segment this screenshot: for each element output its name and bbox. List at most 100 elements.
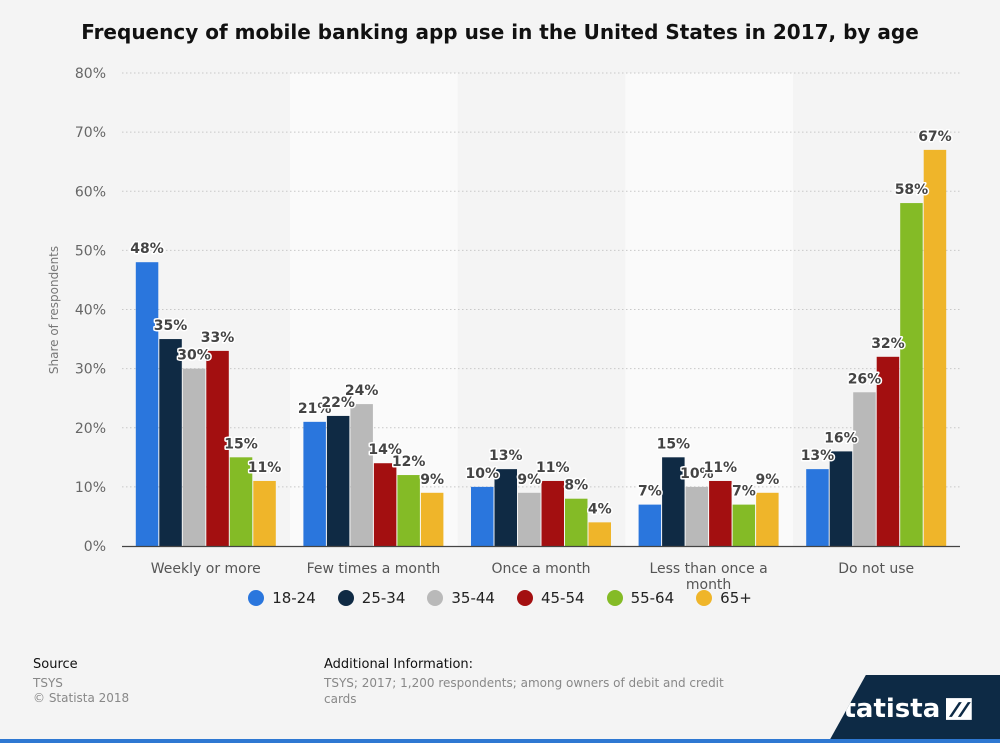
legend-item-65+[interactable]: 65+ [696,589,752,607]
bar-25-34[interactable] [494,469,518,546]
bar-25-34[interactable] [159,339,182,546]
legend-swatch [516,590,533,606]
statista-brand[interactable]: statista [828,675,1000,743]
copyright-text: © Statista 2018 [33,691,130,705]
bar-35-44[interactable] [518,492,541,546]
legend-label: 65+ [720,589,752,607]
data-label: 26% [848,371,882,387]
legend-label: 45-54 [540,589,585,607]
data-label: 10% [680,466,714,482]
data-label: 32% [871,336,905,352]
legend: 18-24 25-34 35-44 45-54 55-64 65+ [0,589,1000,607]
bar-35-44[interactable] [685,486,709,546]
bar-35-44[interactable] [182,368,206,546]
legend-item-45-54[interactable]: 45-54 [516,589,585,607]
data-label: 13% [489,448,523,464]
chart-title: Frequency of mobile banking app use in t… [81,20,919,44]
data-label: 14% [368,442,402,458]
bar-55-64[interactable] [732,504,756,546]
data-label: 24% [345,383,379,399]
bar-18-24[interactable] [135,262,159,546]
data-label: 33% [201,330,235,346]
bar-45-54[interactable] [709,480,732,546]
y-tick-label: 10% [75,480,106,496]
category-band [625,73,793,546]
y-tick-label: 0% [84,539,106,555]
bar-35-44[interactable] [853,392,876,546]
y-tick-label: 60% [75,184,106,200]
legend-label: 25-34 [361,589,406,607]
bar-55-64[interactable] [565,498,588,546]
bar-25-34[interactable] [829,451,853,546]
data-label: 10% [465,466,499,482]
y-tick-label: 20% [75,421,106,437]
legend-swatch [696,590,713,606]
x-category-label: Weekly or more [151,561,261,577]
data-label: 16% [824,430,858,446]
legend-item-55-64[interactable]: 55-64 [606,589,675,607]
data-label: 11% [536,460,570,476]
bar-45-54[interactable] [876,356,900,546]
bar-18-24[interactable] [471,486,494,546]
y-axis-title: Share of respondents [47,246,61,374]
data-label: 30% [177,348,211,364]
bar-25-34[interactable] [326,415,350,546]
bar-65+[interactable] [253,480,276,546]
data-label: 9% [755,472,779,488]
legend-item-25-34[interactable]: 25-34 [337,589,406,607]
legend-label: 55-64 [630,589,675,607]
bottom-accent-bar [0,739,1000,743]
bar-55-64[interactable] [397,475,420,546]
bar-18-24[interactable] [806,469,829,546]
bar-18-24[interactable] [638,504,662,546]
additional-info-text: TSYS; 2017; 1,200 respondents; among own… [324,676,724,706]
bar-35-44[interactable] [350,404,373,546]
data-label: 7% [638,484,662,500]
x-category-label: Less than once a month [649,561,767,593]
data-label: 8% [564,478,588,494]
bar-55-64[interactable] [229,457,253,546]
data-label: 35% [154,318,188,334]
data-label: 11% [248,460,282,476]
data-label: 11% [704,460,738,476]
data-label: 67% [918,129,952,145]
legend-swatch [248,590,265,606]
bar-45-54[interactable] [541,480,565,546]
bar-65+[interactable] [588,522,612,546]
data-label: 13% [801,448,835,464]
legend-swatch [427,590,444,606]
bar-45-54[interactable] [373,463,397,546]
bar-65+[interactable] [923,149,947,547]
data-label: 4% [588,501,612,517]
bar-65+[interactable] [756,492,779,546]
statista-logo-icon [946,698,972,720]
y-tick-label: 40% [75,303,106,319]
data-label: 15% [224,436,258,452]
data-label: 7% [732,484,756,500]
source-heading: Source [33,657,78,672]
y-tick-label: 50% [75,243,106,259]
legend-item-18-24[interactable]: 18-24 [248,589,316,607]
bar-65+[interactable] [420,492,444,546]
data-label: 21% [298,401,332,417]
data-label: 48% [130,241,164,257]
data-label: 12% [392,454,426,470]
data-label: 15% [657,436,691,452]
source-text[interactable]: TSYS [33,676,63,690]
x-category-label: Do not use [838,561,914,577]
additional-info-heading: Additional Information: [324,657,474,672]
y-tick-label: 80% [75,66,106,82]
data-label: 9% [517,472,541,488]
bar-18-24[interactable] [303,421,326,546]
legend-item-35-44[interactable]: 35-44 [427,589,495,607]
bar-45-54[interactable] [206,350,229,546]
data-label: 58% [895,182,929,198]
legend-label: 35-44 [451,589,495,607]
x-category-label: Few times a month [307,561,441,577]
bar-25-34[interactable] [662,457,685,546]
bar-55-64[interactable] [900,203,923,546]
y-tick-label: 70% [75,125,106,141]
legend-swatch [606,590,623,606]
x-category-label: Once a month [491,561,590,577]
